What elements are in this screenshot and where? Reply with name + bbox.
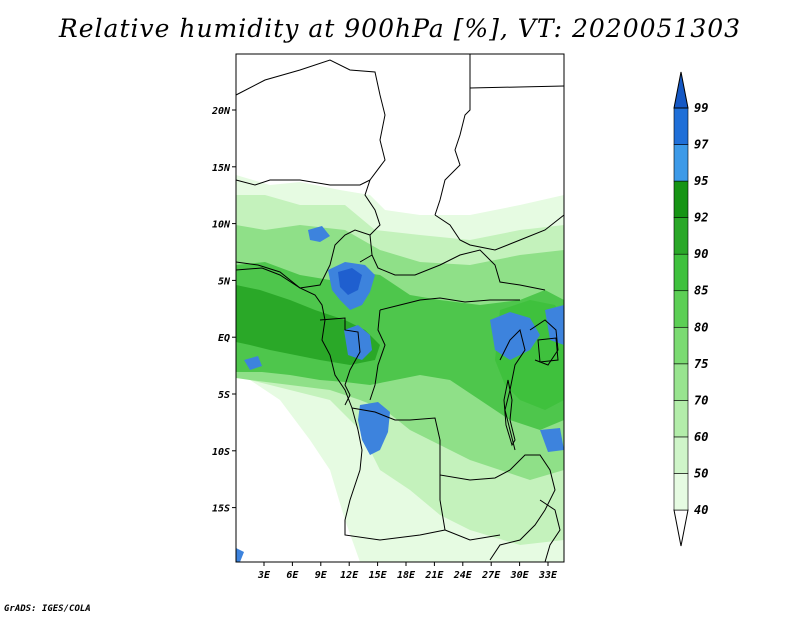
border-angola-namibia [344, 469, 446, 541]
colorbar-upper-triangle [673, 71, 689, 109]
border-cameroon-car [371, 249, 546, 291]
colorbar-label: 80 [694, 320, 708, 334]
lat-tick-label: 15S [212, 504, 230, 515]
colorbar-label: 40 [694, 503, 708, 517]
colorbar-label: 85 [694, 284, 708, 298]
lon-tick-label: 33E [538, 570, 558, 581]
lat-tick-label: EQ [218, 333, 230, 344]
colorbar-segment [673, 144, 689, 182]
lon-tick-label: 6E [286, 570, 299, 581]
country-borders [235, 54, 565, 563]
border-chad-sudan-east [434, 214, 565, 251]
coast-west-africa [235, 261, 363, 471]
colorbar-segment [673, 253, 689, 292]
colorbar-label: 90 [694, 247, 708, 261]
lat-tick-label: 10N [212, 220, 231, 231]
humidity-field [236, 175, 564, 562]
colorbar-segment [673, 180, 689, 218]
lat-tick-label: 20N [211, 106, 231, 117]
colorbar-segment [673, 400, 689, 438]
border-drc-angola [351, 407, 511, 481]
lat-tick-label: 15N [212, 163, 231, 174]
colorbar-label: 75 [694, 357, 708, 371]
border-sudan-west [434, 54, 471, 216]
border-niger-south [235, 179, 371, 186]
map-plot [235, 53, 565, 563]
border-uganda-kenya [529, 319, 559, 366]
border-zambia-tanzania [489, 454, 556, 561]
rh-saturated-gabon [344, 325, 372, 360]
lon-tick-label: 21E [424, 570, 444, 581]
border-great-lakes [499, 329, 526, 451]
lon-tick-label: 30E [510, 570, 530, 581]
rh-saturated-cameroon-core [338, 268, 362, 295]
rh-saturated-lakes [490, 312, 540, 360]
lon-tick-label: 15E [369, 570, 388, 581]
map-frame [235, 53, 565, 563]
lon-tick-label: 3E [257, 570, 271, 581]
border-nigeria-cameroon [235, 229, 373, 289]
border-gabon-congo [319, 317, 361, 406]
lon-tick-label: 9E [315, 570, 328, 581]
border-mozambique [539, 499, 561, 563]
chart-title: Relative humidity at 900hPa [%], VT: 202… [58, 14, 742, 43]
colorbar-segment [673, 436, 689, 474]
rh-dark-region [236, 285, 380, 365]
lat-tick-label: 5S [218, 390, 230, 401]
border-car-drc [379, 297, 520, 311]
colorbar-label: 50 [694, 466, 708, 480]
lake-tanganyika-outline [503, 379, 516, 447]
colorbar-segment [673, 473, 689, 511]
colorbar-segment [673, 326, 689, 365]
colorbar: 40 50 60 70 75 80 85 90 92 95 97 99 [673, 71, 709, 547]
colorbar-label: 70 [694, 393, 708, 407]
rh-saturated-corner [236, 548, 244, 562]
border-angola-zambia [439, 475, 501, 541]
grads-credit: GrADS: IGES/COLA [4, 604, 91, 614]
lon-axis: 3E 6E 9E 12E 15E 18E 21E 24E 27E 30E 33E [257, 562, 558, 581]
lat-tick-label: 10S [212, 447, 230, 458]
lat-tick-label: 5N [218, 276, 231, 287]
lake-victoria-outline [537, 337, 559, 363]
border-egypt-sudan [469, 85, 565, 89]
colorbar-label: 92 [694, 211, 708, 225]
colorbar-lower-triangle [673, 509, 689, 547]
colorbar-segment [673, 217, 689, 255]
rh-saturated-eastedge [545, 305, 564, 345]
colorbar-label: 99 [694, 101, 708, 115]
colorbar-segment [673, 107, 689, 145]
colorbar-label: 97 [694, 138, 709, 152]
border-congo-drc [369, 309, 386, 401]
colorbar-label: 60 [694, 430, 708, 444]
border-niger-chad-north [235, 59, 386, 236]
lon-tick-label: 12E [340, 570, 359, 581]
rh-strong-region [236, 262, 564, 430]
lon-tick-label: 24E [453, 570, 473, 581]
colorbar-segment [673, 363, 689, 401]
colorbar-label: 95 [694, 174, 708, 188]
lon-tick-label: 18E [397, 570, 416, 581]
lon-tick-label: 27E [481, 570, 501, 581]
rh-saturated-tanzania [540, 428, 564, 452]
lat-axis: 20N 15N 10N 5N EQ 5S 10S 15S [211, 106, 236, 515]
rh-blue-spot-west [244, 356, 262, 370]
rh-saturated-nigeria [308, 226, 330, 242]
colorbar-segment [673, 290, 689, 328]
